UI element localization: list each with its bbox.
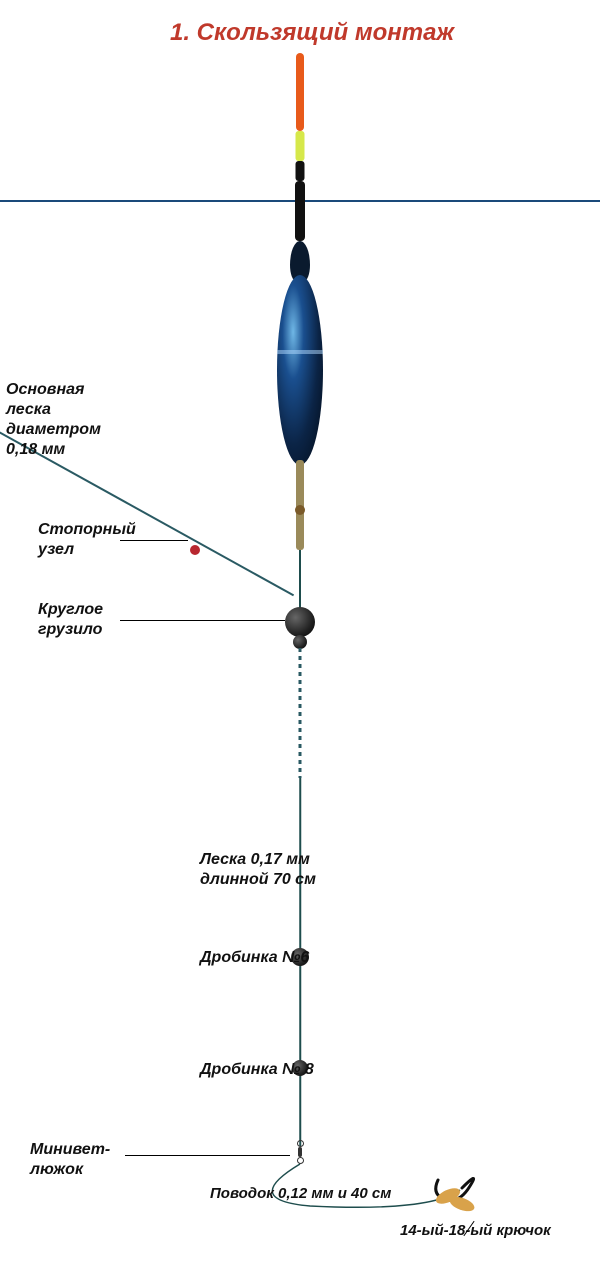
callout-line-sinker: [120, 620, 285, 621]
diagram-title: 1. Скользящий монтаж: [170, 18, 454, 48]
float-body: [277, 275, 323, 465]
label-shot6: Дробинка №6: [200, 948, 309, 968]
callout-line-swivel: [125, 1155, 290, 1156]
float-antenna-mid: [296, 131, 305, 161]
chain-segment: [299, 648, 302, 778]
line-above-sinker: [299, 550, 301, 612]
round-sinker: [285, 607, 315, 637]
leader-hook-bait: [180, 1150, 550, 1260]
label-sinker: Круглое грузило: [38, 600, 103, 640]
line-seg-middle: [299, 964, 301, 1062]
label-main-line: Основная леска диаметром 0,18 мм: [6, 380, 101, 460]
float-antenna-top: [296, 53, 304, 131]
float-body-band: [277, 350, 323, 354]
label-leader: Поводок 0,12 мм и 40 см: [210, 1185, 391, 1204]
callout-line-stopper: [120, 540, 188, 541]
float-antenna-base: [296, 161, 305, 181]
float-stem-bead: [295, 505, 305, 515]
stopper-knot: [190, 545, 200, 555]
float-neck: [295, 181, 305, 241]
label-shot8: Дробинка № 8: [200, 1060, 314, 1080]
sinker-bead: [293, 635, 307, 649]
label-mid-line: Леска 0,17 мм длинной 70 см: [200, 850, 316, 890]
line-seg-lower: [299, 1074, 301, 1146]
label-swivel: Минивет- люжок: [30, 1140, 110, 1180]
label-hook: 14-ый-18-ый крючок: [400, 1222, 551, 1241]
